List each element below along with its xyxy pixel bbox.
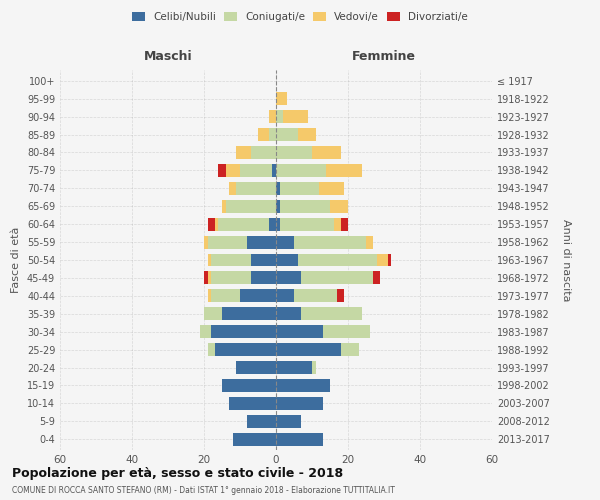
Text: Femmine: Femmine — [352, 50, 416, 63]
Bar — [280, 218, 334, 230]
Bar — [208, 218, 215, 230]
Text: Popolazione per età, sesso e stato civile - 2018: Popolazione per età, sesso e stato civil… — [12, 468, 343, 480]
Bar — [200, 325, 211, 338]
Bar — [269, 128, 276, 141]
Bar — [366, 236, 373, 248]
Bar — [373, 272, 380, 284]
Bar — [276, 128, 298, 141]
Bar — [298, 254, 377, 266]
Bar — [377, 254, 388, 266]
Bar — [337, 290, 344, 302]
Bar — [236, 361, 276, 374]
Bar — [276, 361, 312, 374]
Legend: Celibi/Nubili, Coniugati/e, Vedovi/e, Divorziati/e: Celibi/Nubili, Coniugati/e, Vedovi/e, Di… — [128, 8, 472, 26]
Bar — [276, 415, 301, 428]
Bar — [236, 146, 251, 159]
Bar — [211, 325, 276, 338]
Bar — [269, 218, 276, 230]
Bar — [341, 218, 348, 230]
Bar — [218, 218, 269, 230]
Bar — [276, 182, 280, 195]
Bar — [208, 343, 215, 356]
Bar — [208, 290, 211, 302]
Bar — [204, 308, 222, 320]
Bar — [319, 182, 344, 195]
Bar — [283, 110, 308, 123]
Bar — [294, 290, 337, 302]
Bar — [211, 290, 240, 302]
Y-axis label: Anni di nascita: Anni di nascita — [561, 219, 571, 301]
Bar — [208, 236, 247, 248]
Bar — [251, 272, 276, 284]
Bar — [301, 308, 362, 320]
Bar — [276, 397, 323, 410]
Bar — [294, 236, 366, 248]
Bar — [276, 164, 326, 177]
Y-axis label: Fasce di età: Fasce di età — [11, 227, 21, 293]
Bar — [280, 200, 330, 212]
Bar — [341, 343, 359, 356]
Bar — [326, 164, 362, 177]
Bar — [276, 254, 298, 266]
Bar — [276, 272, 301, 284]
Bar — [247, 415, 276, 428]
Bar — [215, 218, 218, 230]
Bar — [226, 200, 276, 212]
Bar — [280, 182, 319, 195]
Bar — [229, 182, 236, 195]
Bar — [276, 146, 312, 159]
Bar — [208, 254, 211, 266]
Bar — [269, 110, 276, 123]
Bar — [222, 200, 226, 212]
Bar — [276, 379, 330, 392]
Bar — [208, 272, 211, 284]
Bar — [276, 110, 283, 123]
Bar — [233, 433, 276, 446]
Bar — [218, 164, 226, 177]
Bar — [211, 272, 251, 284]
Bar — [298, 128, 316, 141]
Bar — [301, 272, 373, 284]
Text: COMUNE DI ROCCA SANTO STEFANO (RM) - Dati ISTAT 1° gennaio 2018 - Elaborazione T: COMUNE DI ROCCA SANTO STEFANO (RM) - Dat… — [12, 486, 395, 495]
Bar — [276, 433, 323, 446]
Bar — [323, 325, 370, 338]
Bar — [222, 308, 276, 320]
Bar — [215, 343, 276, 356]
Bar — [236, 182, 276, 195]
Bar — [276, 92, 287, 105]
Text: Maschi: Maschi — [143, 50, 193, 63]
Bar — [251, 254, 276, 266]
Bar — [276, 325, 323, 338]
Bar — [211, 254, 251, 266]
Bar — [276, 218, 280, 230]
Bar — [272, 164, 276, 177]
Bar — [312, 361, 316, 374]
Bar — [276, 308, 301, 320]
Bar — [222, 379, 276, 392]
Bar — [251, 146, 276, 159]
Bar — [312, 146, 341, 159]
Bar — [204, 236, 208, 248]
Bar — [247, 236, 276, 248]
Bar — [388, 254, 391, 266]
Bar — [240, 290, 276, 302]
Bar — [276, 236, 294, 248]
Bar — [240, 164, 272, 177]
Bar — [229, 397, 276, 410]
Bar — [334, 218, 341, 230]
Bar — [226, 164, 240, 177]
Bar — [258, 128, 269, 141]
Bar — [330, 200, 348, 212]
Bar — [276, 290, 294, 302]
Bar — [276, 343, 341, 356]
Bar — [204, 272, 208, 284]
Bar — [276, 200, 280, 212]
